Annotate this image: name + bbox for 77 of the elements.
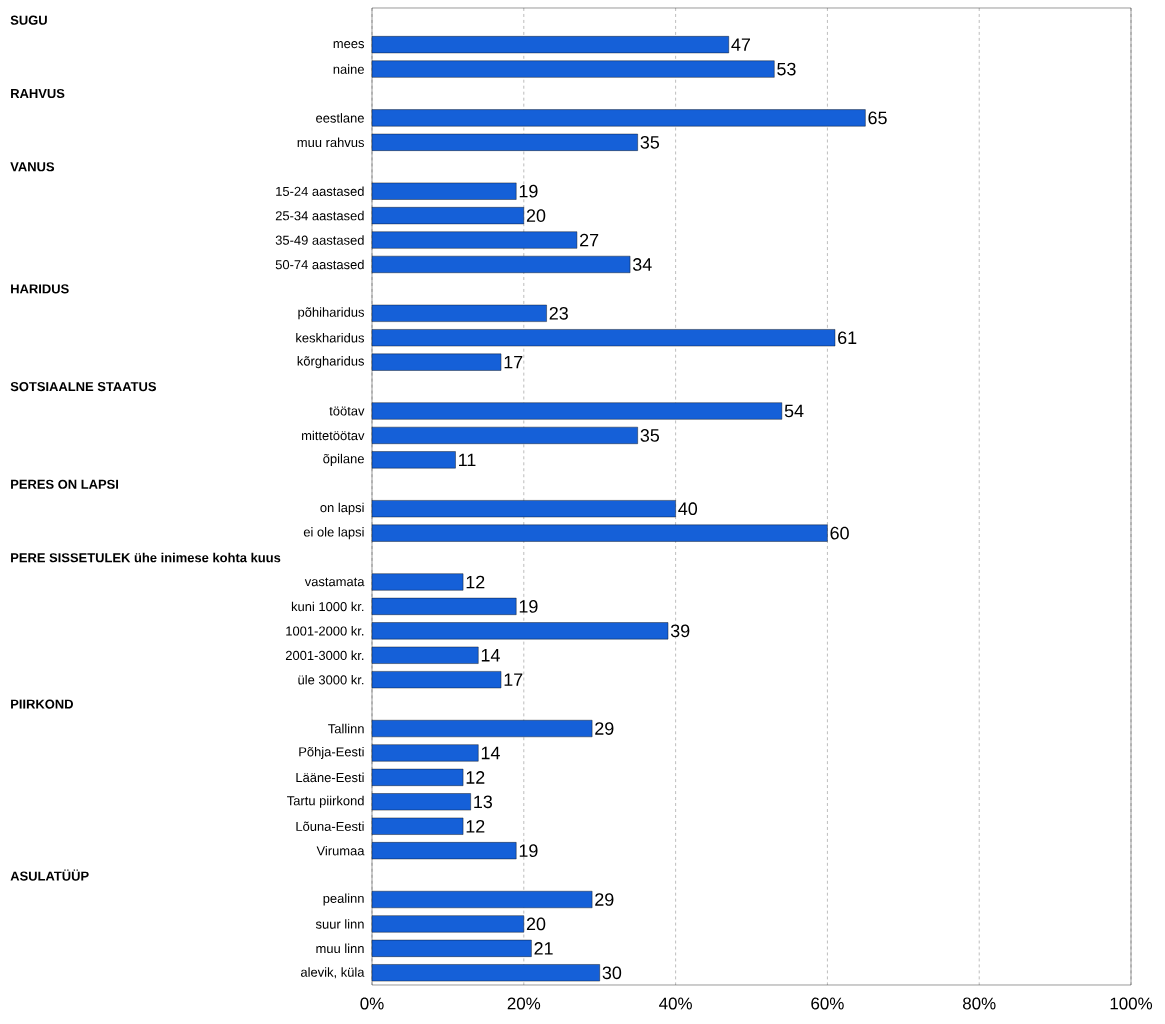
y-tick-label: mittetöötav (302, 430, 365, 441)
text: PIIRKOND (11, 699, 73, 709)
y-tick-label: kõrgharidus (297, 356, 365, 369)
data-label: 17 (504, 355, 523, 369)
data-label: 17 (504, 673, 523, 686)
y-tick-label: keskharidus (296, 332, 365, 343)
x-tick-label: 100% (1110, 997, 1153, 1010)
data-label: 29 (595, 893, 614, 906)
y-tick-label: alevik, küla (300, 967, 365, 979)
y-tick-label: 50-74 aastased (275, 259, 364, 270)
text: PERE SISSETULEK ühe inimese kohta kuus (11, 552, 281, 563)
y-tick-label: Virumaa (316, 845, 365, 856)
y-tick-label: 15-24 aastased (276, 186, 364, 196)
text: VANUS (10, 162, 55, 172)
y-tick-label: pealinn (323, 893, 364, 906)
data-label: 27 (580, 233, 599, 247)
data-label: 20 (526, 917, 546, 931)
data-label: 13 (474, 795, 493, 809)
y-tick-label: 25-34 aastased (275, 210, 364, 221)
text: HARIDUS (11, 284, 69, 294)
data-label: 12 (466, 575, 485, 589)
text: RAHVUS (11, 88, 65, 99)
y-tick-label: õpilane (323, 453, 364, 466)
data-label: 29 (595, 722, 614, 735)
y-tick-label: põhiharidus (298, 307, 365, 320)
data-label: 14 (481, 649, 500, 662)
y-tick-label: eestlane (316, 113, 364, 123)
y-tick-label: kuni 1000 kr. (291, 601, 364, 612)
y-tick-label: Lääne-Eesti (296, 772, 364, 783)
data-label: 23 (549, 306, 568, 320)
data-label: 61 (838, 331, 857, 345)
data-label: 21 (534, 942, 553, 955)
data-label: 53 (777, 62, 796, 76)
data-label: 47 (731, 38, 750, 51)
y-tick-label: Tallinn (328, 723, 364, 734)
y-tick-label: vastamata (304, 577, 365, 587)
data-label: 20 (526, 209, 546, 222)
y-tick-label: mees (333, 41, 365, 49)
x-tick-label: 80% (963, 997, 996, 1010)
x-tick-label: 20% (507, 997, 541, 1010)
data-label: 19 (519, 600, 538, 613)
y-tick-label: Lõuna-Eesti (296, 821, 364, 831)
data-label: 19 (519, 184, 538, 198)
data-label: 39 (670, 624, 690, 638)
text: SUGU (10, 15, 47, 25)
y-tick-label: 2001-3000 kr. (285, 650, 364, 661)
data-label: 19 (519, 844, 538, 858)
y-tick-label: 1001-2000 kr. (286, 626, 364, 636)
data-label: 40 (678, 502, 698, 516)
y-tick-label: 35-49 aastased (275, 235, 364, 245)
y-tick-label: muu rahvus (297, 137, 365, 148)
data-label: 35 (640, 429, 660, 442)
data-label: 60 (830, 526, 849, 540)
data-label: 54 (784, 404, 804, 418)
y-tick-label: on lapsi (320, 502, 364, 515)
text: ASULATÜÜP (10, 869, 89, 881)
data-label: 14 (481, 746, 500, 760)
y-tick-label: töötav (329, 406, 365, 416)
data-label: 11 (459, 453, 476, 467)
x-tick-label: 40% (659, 997, 692, 1010)
data-label: 35 (640, 135, 660, 149)
data-label: 30 (602, 966, 622, 980)
data-label: 12 (466, 819, 485, 833)
text: PERES ON LAPSI (11, 479, 118, 489)
y-tick-label: suur linn (315, 919, 364, 929)
y-tick-label: muu linn (316, 943, 364, 954)
y-tick-label: Tartu piirkond (287, 795, 364, 808)
x-tick-label: 0% (360, 997, 384, 1010)
data-label: 65 (868, 111, 887, 125)
y-tick-label: naine (333, 64, 364, 74)
y-tick-label: ei ole lapsi (303, 527, 364, 540)
data-label: 34 (632, 258, 652, 271)
data-label: 12 (466, 771, 485, 784)
x-tick-label: 60% (811, 997, 844, 1010)
y-tick-label: Põhja-Eesti (299, 746, 364, 759)
y-tick-label: üle 3000 kr. (298, 674, 364, 685)
text: SOTSIAALNE STAATUS (10, 381, 157, 392)
